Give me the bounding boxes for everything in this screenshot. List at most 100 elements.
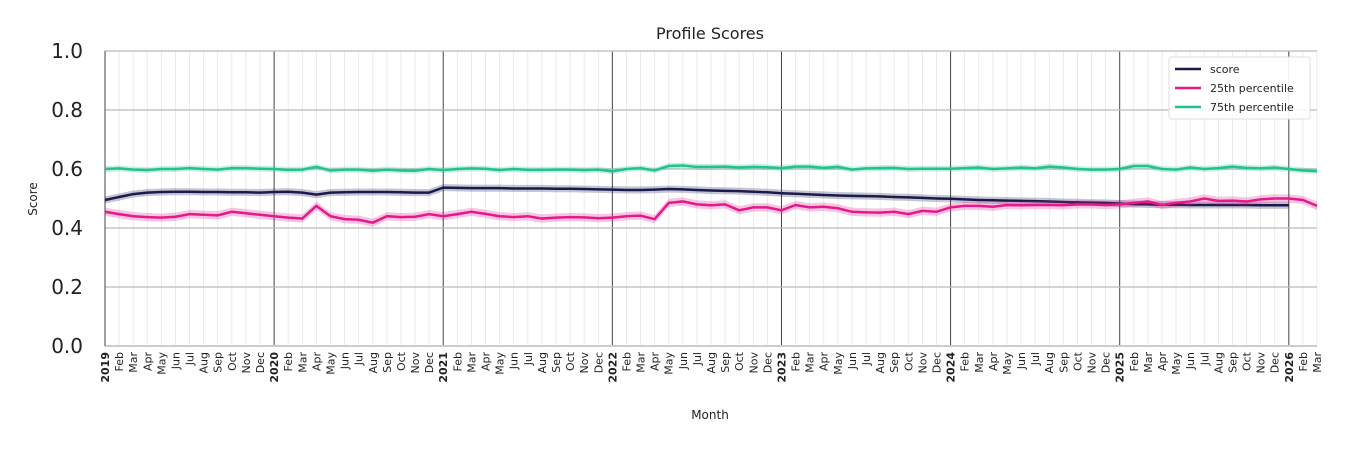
x-tick-label: Jun [169,352,182,370]
x-tick-label: Oct [902,351,915,371]
x-tick-label: Jun [1184,352,1197,370]
legend-label: 25th percentile [1210,82,1294,95]
x-tick-label: 2019 [99,352,112,383]
x-tick-label: Dec [592,352,605,373]
y-tick-label: 1.0 [51,39,83,63]
x-tick-label: May [1001,352,1014,375]
x-tick-label: 2024 [945,352,958,383]
x-tick-label: Aug [1043,352,1056,373]
x-tick-label: Jul [184,352,197,366]
x-tick-label: Apr [310,352,323,372]
legend-box [1168,56,1311,120]
legend-label: 75th percentile [1210,101,1294,114]
x-tick-label: Jun [1015,352,1028,370]
x-tick-label: Feb [282,352,295,371]
x-tick-label: Aug [1212,352,1225,373]
x-tick-label: 2025 [1114,352,1127,383]
x-tick-label: Jul [522,352,535,366]
x-tick-label: May [663,352,676,375]
x-tick-label: Sep [212,352,225,373]
x-tick-label: Mar [804,352,817,373]
confidence-band [105,184,1289,209]
x-tick-label: Nov [1086,352,1099,374]
x-tick-label: Nov [916,352,929,374]
x-tick-label: 2026 [1283,352,1296,383]
x-tick-label: Apr [649,352,662,372]
x-tick-label: Nov [578,352,591,374]
x-tick-label: Oct [733,351,746,371]
x-tick-label: 2023 [775,352,788,383]
x-tick-label: Oct [564,351,577,371]
x-tick-label: Mar [1311,352,1324,373]
x-tick-label: Sep [550,352,563,373]
x-tick-label: Sep [381,352,394,373]
series-line [104,164,1318,173]
x-tick-label: Feb [1297,352,1310,371]
x-tick-label: Sep [1057,352,1070,373]
y-axis-label: Score [26,182,40,216]
legend-label: score [1210,63,1240,76]
x-tick-label: Mar [1142,352,1155,373]
x-tick-label: Oct [1241,351,1254,371]
x-tick-label: Mar [973,352,986,373]
x-tick-label: Feb [113,352,126,371]
x-tick-label: Nov [1255,352,1268,374]
x-tick-label: Feb [451,352,464,371]
confidence-band [105,194,1317,227]
x-tick-label: Feb [790,352,803,371]
x-tick-label: Jun [846,352,859,370]
x-tick-label: Jul [1029,352,1042,366]
y-tick-label: 0.0 [51,334,83,358]
x-tick-label: Oct [226,351,239,371]
x-tick-label: Mar [127,352,140,373]
x-tick-label: May [155,352,168,375]
x-tick-label: Sep [888,352,901,373]
x-tick-label: Dec [930,352,943,373]
x-tick-label: Oct [1071,351,1084,371]
x-tick-label: Mar [635,352,648,373]
chart-title: Profile Scores [656,24,764,43]
x-tick-label: Jun [508,352,521,370]
x-tick-label: Dec [423,352,436,373]
x-tick-label: Jul [1198,352,1211,366]
x-tick-label: Jul [353,352,366,366]
x-axis-label: Month [691,408,729,422]
y-tick-label: 0.6 [51,157,83,181]
x-tick-label: Apr [818,352,831,372]
x-tick-label: Jun [677,352,690,370]
x-tick-label: Dec [761,352,774,373]
x-tick-label: Dec [1269,352,1282,373]
x-tick-label: Feb [959,352,972,371]
x-tick-label: May [494,352,507,375]
x-tick-label: Jul [691,352,704,366]
y-tick-label: 0.8 [51,98,83,122]
x-tick-label: Aug [198,352,211,373]
x-tick-label: Mar [465,352,478,373]
x-tick-label: Oct [395,351,408,371]
x-tick-label: Mar [296,352,309,373]
x-tick-label: Apr [141,352,154,372]
x-tick-label: 2022 [606,352,619,383]
x-tick-label: Sep [1226,352,1239,373]
x-tick-label: Aug [705,352,718,373]
x-tick-label: Feb [1128,352,1141,371]
x-tick-label: Jun [339,352,352,370]
x-tick-label: Nov [240,352,253,374]
x-tick-label: Dec [1100,352,1113,373]
y-tick-label: 0.2 [51,275,83,299]
series-line [104,186,1289,207]
x-tick-label: Apr [987,352,1000,372]
x-tick-label: 2020 [268,352,281,383]
x-tick-label: Feb [620,352,633,371]
x-tick-label: May [1170,352,1183,375]
x-tick-label: Sep [719,352,732,373]
x-tick-label: Nov [409,352,422,374]
x-tick-label: Dec [254,352,267,373]
x-tick-label: Aug [536,352,549,373]
x-tick-label: Aug [874,352,887,373]
x-tick-label: May [832,352,845,375]
y-tick-label: 0.4 [51,216,83,240]
series-line [104,197,1318,224]
